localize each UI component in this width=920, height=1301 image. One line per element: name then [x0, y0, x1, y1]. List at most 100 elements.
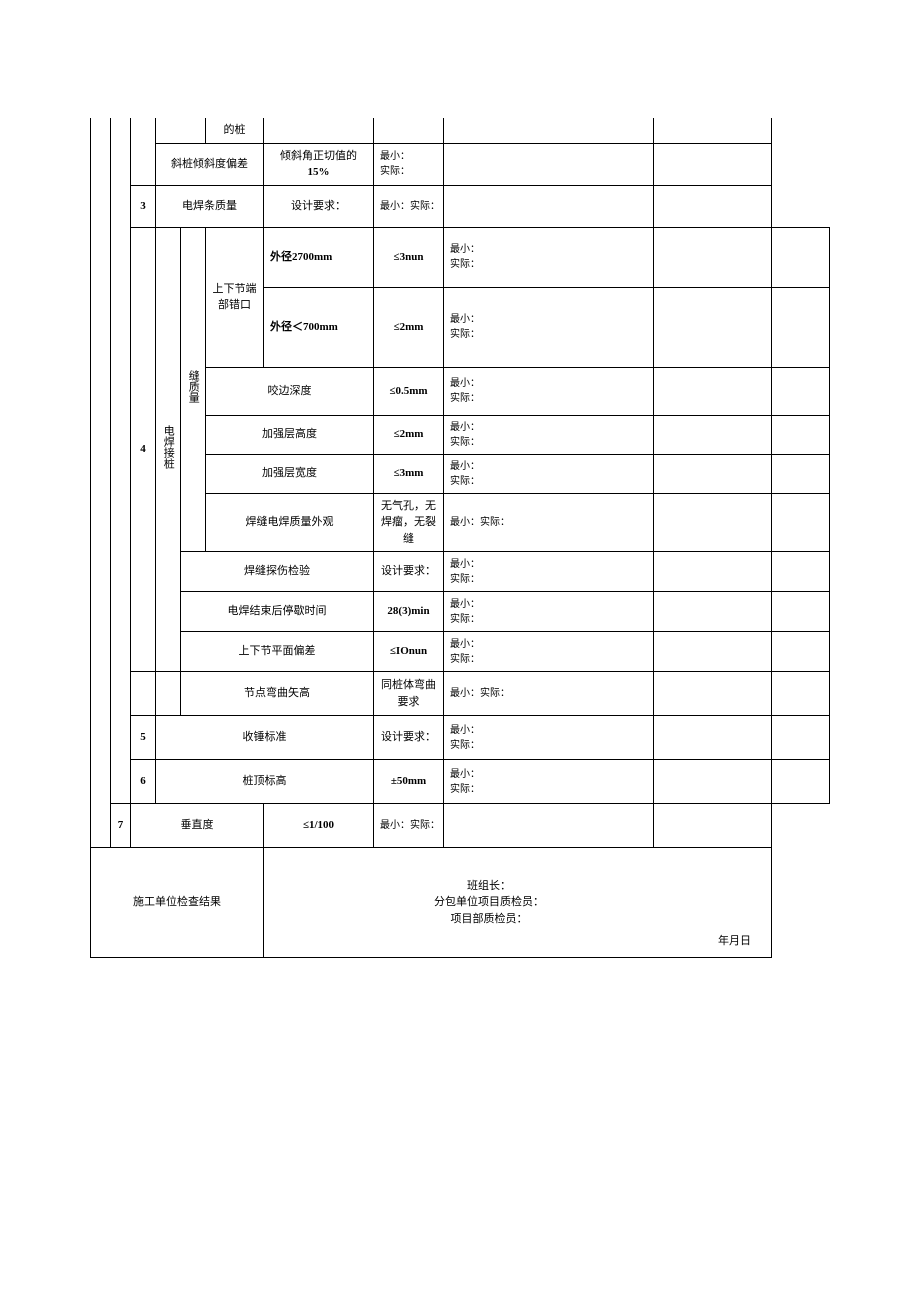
inspection-table: 的桩 斜桩倾斜度偏差 倾斜角正切值的15% 最小：实际： 3 电焊条质量 设计要…	[90, 118, 830, 958]
label-4b: 缝质量	[181, 227, 206, 552]
std-4-1: ≤3nun	[374, 227, 444, 287]
remark-4-7	[772, 552, 830, 592]
data-4-5	[654, 454, 772, 493]
num-7: 7	[111, 804, 131, 848]
num-4: 4	[131, 227, 156, 672]
c5-4-2: 外径＜700mm	[264, 287, 374, 367]
label-4-8: 电焊结束后停歇时间	[181, 592, 374, 632]
sig1: 班组长：	[467, 880, 511, 892]
num-6: 6	[131, 760, 156, 804]
remark-7	[654, 804, 772, 848]
label-4-7: 焊缝探伤检验	[181, 552, 374, 592]
remark-5	[772, 716, 830, 760]
label-4-10: 节点弯曲矢高	[181, 672, 374, 716]
val-4-10: 最小：实际：	[444, 672, 654, 716]
val-slope: 最小：实际：	[374, 143, 444, 185]
label-4-9: 上下节平面偏差	[181, 632, 374, 672]
remark-4-1	[772, 227, 830, 287]
val-4-3: 最小：实际：	[444, 367, 654, 415]
label-5: 收锤标准	[156, 716, 374, 760]
cell-std-pile	[264, 118, 374, 143]
data-4-7	[654, 552, 772, 592]
val-4-8: 最小：实际：	[444, 592, 654, 632]
val-6: 最小：实际：	[444, 760, 654, 804]
data-5	[654, 716, 772, 760]
cell-val-pile	[374, 118, 444, 143]
data-slope	[444, 143, 654, 185]
num-3: 3	[131, 185, 156, 227]
data-4-9	[654, 632, 772, 672]
data-4-1	[654, 227, 772, 287]
label-4-5: 加强层宽度	[206, 454, 374, 493]
cell-data-pile	[444, 118, 654, 143]
label-6: 桩顶标高	[156, 760, 374, 804]
result-label: 施工单位检查结果	[91, 848, 264, 958]
val-5: 最小：实际：	[444, 716, 654, 760]
val-4-6: 最小：实际：	[444, 493, 654, 552]
data-6	[654, 760, 772, 804]
cell-remark-pile	[654, 118, 772, 143]
std-6: ±50mm	[374, 760, 444, 804]
val-3: 最小：实际：	[374, 185, 444, 227]
result-content: 班组长： 分包单位项目质检员： 项目部质检员： 年月日	[264, 848, 772, 958]
remark-4-4	[772, 415, 830, 454]
remark-4-8	[772, 592, 830, 632]
label-4-6: 焊缝电焊质量外观	[206, 493, 374, 552]
std-4-6: 无气孔，无焊瘤，无裂缝	[374, 493, 444, 552]
std-4-4: ≤2mm	[374, 415, 444, 454]
data-3	[444, 185, 654, 227]
sig3: 项目部质检员：	[451, 913, 528, 925]
label-4: 电焊接桩	[156, 227, 181, 672]
label-4-ext	[156, 672, 181, 716]
val-4-2: 最小：实际：	[444, 287, 654, 367]
std-4-8: 28(3)min	[374, 592, 444, 632]
cell-blank	[156, 118, 206, 143]
num-5: 5	[131, 716, 156, 760]
val-4-4: 最小：实际：	[444, 415, 654, 454]
remark-4-9	[772, 632, 830, 672]
val-7: 最小：实际：	[374, 804, 444, 848]
cell-piletext: 的桩	[206, 118, 264, 143]
std-4-3: ≤0.5mm	[374, 367, 444, 415]
std-7: ≤1/100	[264, 804, 374, 848]
data-4-10	[654, 672, 772, 716]
remark-4-3	[772, 367, 830, 415]
data-7	[444, 804, 654, 848]
std-4-2: ≤2mm	[374, 287, 444, 367]
val-4-7: 最小：实际：	[444, 552, 654, 592]
data-4-2	[654, 287, 772, 367]
date: 年月日	[718, 933, 751, 950]
val-4-9: 最小：实际：	[444, 632, 654, 672]
remark-4-2	[772, 287, 830, 367]
remark-3	[654, 185, 772, 227]
col0	[91, 118, 111, 848]
std-slope: 倾斜角正切值的15%	[264, 143, 374, 185]
col2-top	[131, 118, 156, 185]
label-4-sub1: 上下节端部错口	[206, 227, 264, 367]
c5-4-1: 外径2700mm	[264, 227, 374, 287]
val-4-5: 最小：实际：	[444, 454, 654, 493]
data-4-3	[654, 367, 772, 415]
label-4-3: 咬边深度	[206, 367, 374, 415]
sig2: 分包单位项目质检员：	[434, 896, 544, 908]
data-4-6	[654, 493, 772, 552]
data-4-4	[654, 415, 772, 454]
label-3: 电焊条质量	[156, 185, 264, 227]
label-slope: 斜桩倾斜度偏差	[156, 143, 264, 185]
remark-4-5	[772, 454, 830, 493]
std-4-7: 设计要求：	[374, 552, 444, 592]
std-4-9: ≤IOnun	[374, 632, 444, 672]
std-3: 设计要求：	[264, 185, 374, 227]
std-4-10: 同桩体弯曲要求	[374, 672, 444, 716]
col1	[111, 118, 131, 804]
val-4-1: 最小：实际：	[444, 227, 654, 287]
data-4-8	[654, 592, 772, 632]
std-5: 设计要求：	[374, 716, 444, 760]
remark-6	[772, 760, 830, 804]
std-4-5: ≤3mm	[374, 454, 444, 493]
remark-slope	[654, 143, 772, 185]
remark-4-6	[772, 493, 830, 552]
label-4-4: 加强层高度	[206, 415, 374, 454]
remark-4-10	[772, 672, 830, 716]
label-7: 垂直度	[131, 804, 264, 848]
